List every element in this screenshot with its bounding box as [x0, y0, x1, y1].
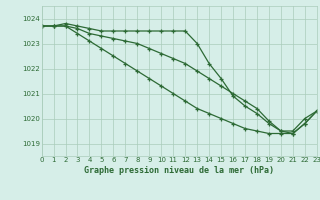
X-axis label: Graphe pression niveau de la mer (hPa): Graphe pression niveau de la mer (hPa) — [84, 166, 274, 175]
